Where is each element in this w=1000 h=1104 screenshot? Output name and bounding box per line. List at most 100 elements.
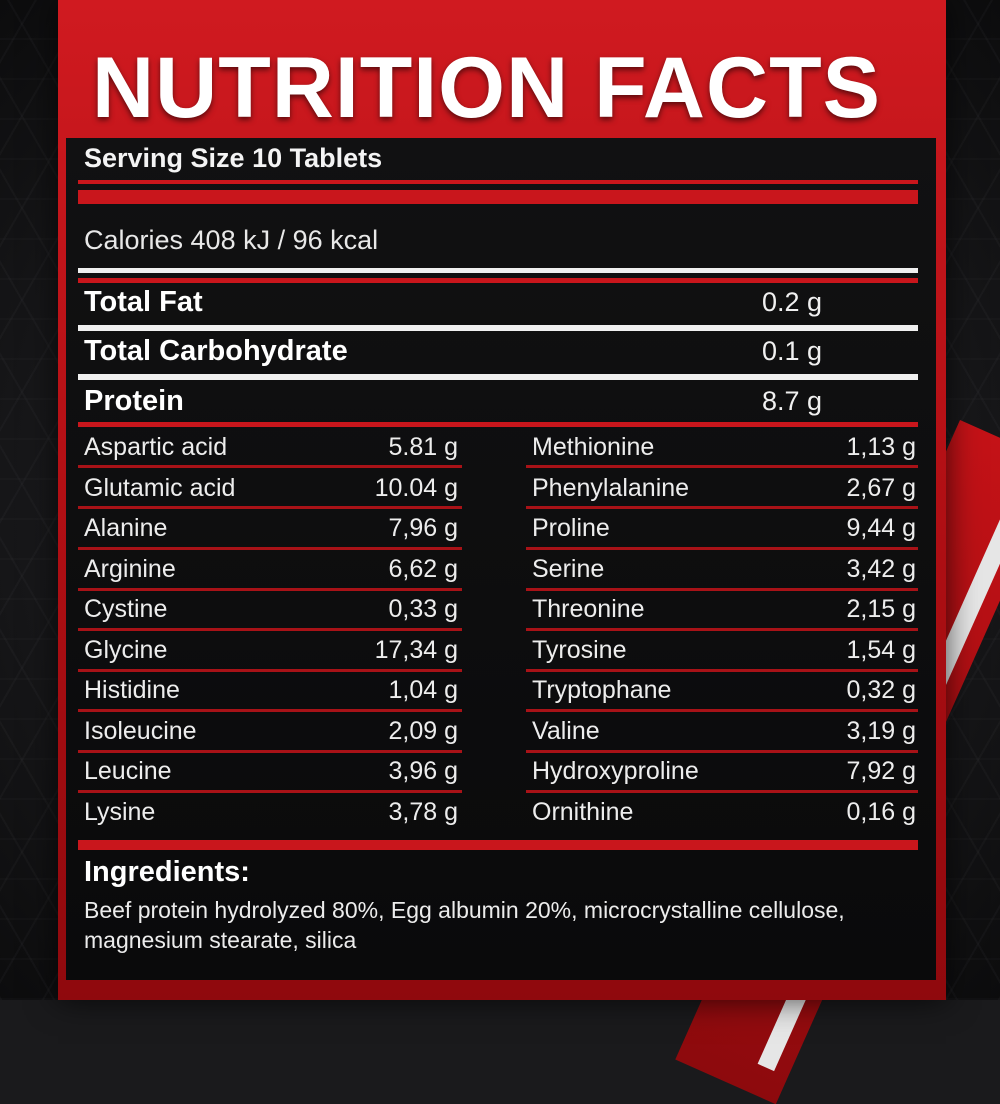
amino-name: Threonine [532,595,645,623]
amino-value: 1,04 g [388,676,458,704]
amino-value: 17,34 g [374,636,458,664]
divider-thick [78,840,918,850]
amino-value: 3,19 g [846,717,916,745]
row-divider [526,709,918,712]
amino-row: Lysine 3,78 g [84,793,458,831]
row-divider [78,628,462,631]
row-divider [78,750,462,753]
amino-row: Phenylalanine 2,67 g [532,469,916,507]
amino-value: 2,09 g [388,717,458,745]
macro-row: Total Carbohydrate 0.1 g [84,331,844,371]
divider-white [78,268,918,273]
amino-value: 0,16 g [846,798,916,826]
divider-red [78,278,918,283]
amino-value: 5.81 g [388,433,458,461]
amino-name: Glycine [84,636,168,664]
amino-name: Histidine [84,676,180,704]
amino-value: 1,13 g [846,433,916,461]
divider-red [78,422,918,427]
row-divider [78,547,462,550]
label-title: NUTRITION FACTS [92,40,881,136]
amino-row: Isoleucine 2,09 g [84,712,458,750]
row-divider [78,790,462,793]
amino-name: Isoleucine [84,717,197,745]
amino-value: 2,67 g [846,474,916,502]
row-divider [78,588,462,591]
row-divider [526,588,918,591]
amino-value: 0,33 g [388,595,458,623]
amino-value: 1,54 g [846,636,916,664]
row-divider [526,628,918,631]
amino-row: Threonine 2,15 g [532,590,916,628]
row-divider [526,547,918,550]
amino-name: Alanine [84,514,168,542]
row-divider [526,750,918,753]
amino-row: Methionine 1,13 g [532,428,916,466]
row-divider [78,669,462,672]
amino-row: Ornithine 0,16 g [532,793,916,831]
amino-value: 7,96 g [388,514,458,542]
amino-value: 6,62 g [388,555,458,583]
row-divider [526,506,918,509]
macro-value: 0.2 g [762,287,823,317]
row-divider [526,465,918,468]
amino-row: Tyrosine 1,54 g [532,631,916,669]
amino-name: Phenylalanine [532,474,690,502]
amino-value: 0,32 g [846,676,916,704]
amino-row: Serine 3,42 g [532,550,916,588]
amino-row: Proline 9,44 g [532,509,916,547]
amino-value: 2,15 g [846,595,916,623]
amino-name: Lysine [84,798,156,826]
row-divider [78,506,462,509]
amino-row: Aspartic acid 5.81 g [84,428,458,466]
serving-size: Serving Size 10 Tablets [84,143,383,173]
amino-value: 9,44 g [846,514,916,542]
amino-value: 3,42 g [846,555,916,583]
amino-name: Valine [532,717,600,745]
amino-row: Valine 3,19 g [532,712,916,750]
row-divider [78,465,462,468]
amino-row: Glycine 17,34 g [84,631,458,669]
amino-name: Tyrosine [532,636,627,664]
amino-row: Arginine 6,62 g [84,550,458,588]
amino-name: Leucine [84,757,172,785]
amino-row: Tryptophane 0,32 g [532,671,916,709]
amino-row: Alanine 7,96 g [84,509,458,547]
divider-white [78,325,918,331]
amino-row: Leucine 3,96 g [84,752,458,790]
macro-name: Total Carbohydrate [84,335,348,367]
macro-name: Protein [84,385,184,417]
divider-thick [78,190,918,204]
macro-value: 8.7 g [762,386,823,416]
row-divider [526,790,918,793]
amino-value: 3,96 g [388,757,458,785]
divider-white [78,374,918,380]
amino-name: Aspartic acid [84,433,228,461]
macro-name: Total Fat [84,286,203,318]
row-divider [78,709,462,712]
amino-row: Glutamic acid 10.04 g [84,469,458,507]
amino-name: Arginine [84,555,176,583]
amino-name: Tryptophane [532,676,672,704]
row-divider [526,669,918,672]
amino-name: Proline [532,514,610,542]
amino-value: 10.04 g [374,474,458,502]
amino-name: Methionine [532,433,655,461]
ingredients-text: Beef protein hydrolyzed 80%, Egg albumin… [84,897,845,953]
amino-name: Cystine [84,595,168,623]
amino-name: Serine [532,555,605,583]
calories: Calories 408 kJ / 96 kcal [84,225,379,255]
amino-row: Hydroxyproline 7,92 g [532,752,916,790]
amino-row: Histidine 1,04 g [84,671,458,709]
amino-name: Glutamic acid [84,474,236,502]
macro-row: Total Fat 0.2 g [84,282,844,322]
divider-thin [78,180,918,184]
amino-row: Cystine 0,33 g [84,590,458,628]
macro-row: Protein 8.7 g [84,381,844,421]
ingredients-title: Ingredients: [84,856,250,888]
amino-value: 3,78 g [388,798,458,826]
macro-value: 0.1 g [762,336,823,366]
amino-value: 7,92 g [846,757,916,785]
amino-name: Ornithine [532,798,634,826]
amino-name: Hydroxyproline [532,757,699,785]
